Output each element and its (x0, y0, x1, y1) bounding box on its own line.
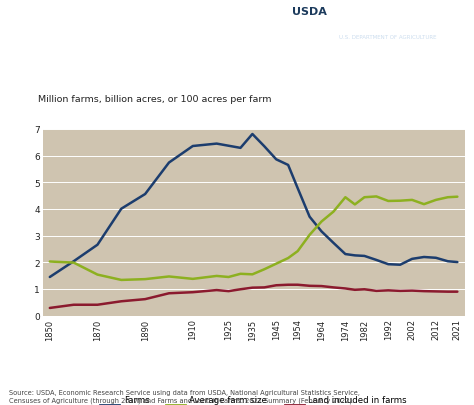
Text: U.S. DEPARTMENT OF AGRICULTURE: U.S. DEPARTMENT OF AGRICULTURE (339, 35, 437, 40)
Text: USDA: USDA (292, 6, 327, 17)
Legend: Farms
(million), Average farm size
(100 acres per farm), Land included in farms
: Farms (million), Average farm size (100 … (100, 395, 407, 405)
Bar (289, 8, 332, 54)
Text: Million farms, billion acres, or 100 acres per farm: Million farms, billion acres, or 100 acr… (38, 95, 272, 104)
Text: Economic Research Service: Economic Research Service (339, 4, 472, 13)
Text: acres per farm, 1850–2021: acres per farm, 1850–2021 (7, 40, 184, 53)
Text: Farms, land included in farms, and average: Farms, land included in farms, and avera… (7, 6, 296, 19)
Text: Source: USDA, Economic Research Service using data from USDA, National Agricultu: Source: USDA, Economic Research Service … (9, 389, 360, 403)
